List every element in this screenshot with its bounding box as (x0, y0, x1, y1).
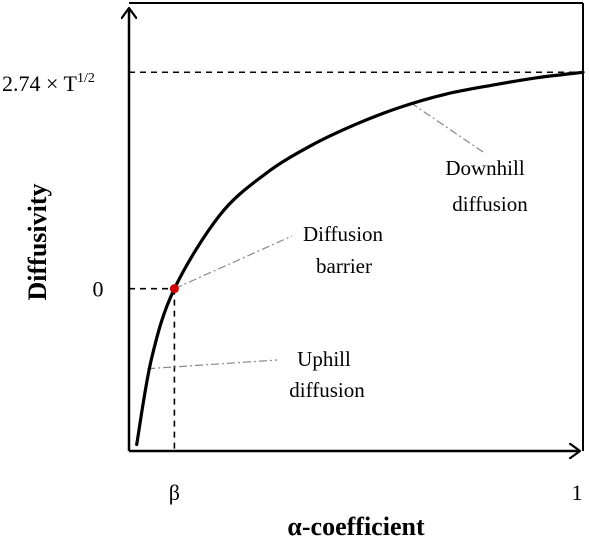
x-axis-title: α-coefficient (287, 512, 425, 541)
x-tick-one: 1 (572, 480, 583, 505)
downhill-leader-line (410, 102, 484, 153)
diffusion-barrier-point (169, 284, 179, 294)
barrier-annotation-line-1: Diffusion (303, 222, 384, 246)
barrier-leader-line (174, 235, 293, 290)
uphill-leader-line (147, 359, 278, 370)
barrier-annotation-line-2: barrier (316, 254, 372, 278)
downhill-annotation-line-2: diffusion (452, 192, 528, 216)
y-tick-max: 2.74 × T1/2 (2, 71, 95, 96)
y-tick-zero: 0 (93, 277, 104, 302)
x-tick-beta: β (169, 480, 180, 505)
uphill-annotation-line-1: Uphill (297, 347, 351, 371)
y-tick-max-sup: 1/2 (77, 71, 95, 86)
uphill-annotation-line-2: diffusion (289, 378, 365, 402)
y-axis-title: Diffusivity (23, 184, 52, 301)
y-tick-max-main: 2.74 × T (2, 71, 78, 96)
diffusivity-curve (135, 70, 585, 447)
downhill-annotation-line-1: Downhill (445, 156, 525, 180)
